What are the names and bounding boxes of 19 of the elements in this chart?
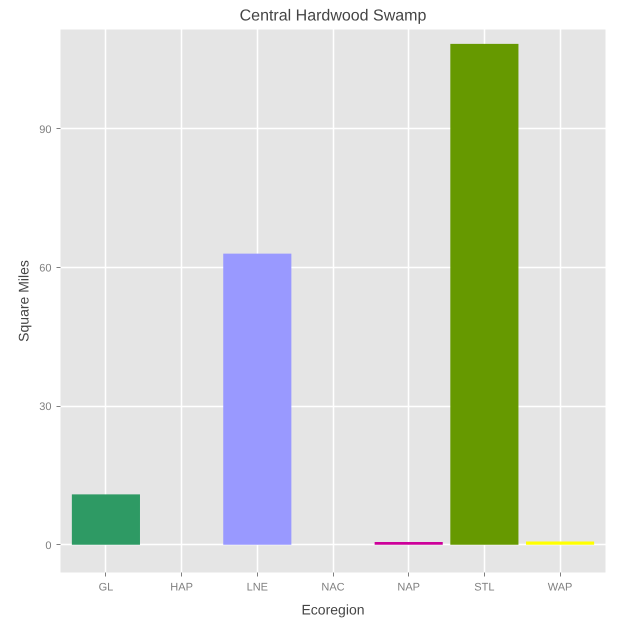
- x-tick-label: STL: [474, 582, 494, 594]
- bar: [223, 254, 292, 545]
- bar: [374, 542, 443, 545]
- bar: [72, 494, 140, 545]
- x-tick-label: WAP: [548, 582, 572, 594]
- y-tick-label: 0: [45, 540, 52, 552]
- bar: [450, 44, 518, 545]
- x-tick-label: NAP: [397, 582, 420, 594]
- y-tick-label: 30: [39, 401, 52, 414]
- y-tick-label: 90: [39, 124, 52, 136]
- x-tick-label: NAC: [321, 582, 345, 594]
- chart-title: Central Hardwood Swamp: [240, 8, 426, 24]
- x-tick-label: GL: [98, 582, 114, 594]
- y-axis-title: Square Miles: [15, 260, 32, 342]
- bar: [526, 542, 594, 545]
- x-axis-title: Ecoregion: [301, 602, 365, 618]
- x-tick-label: HAP: [170, 582, 193, 594]
- x-tick-label: LNE: [246, 582, 268, 594]
- y-tick-label: 60: [39, 262, 52, 274]
